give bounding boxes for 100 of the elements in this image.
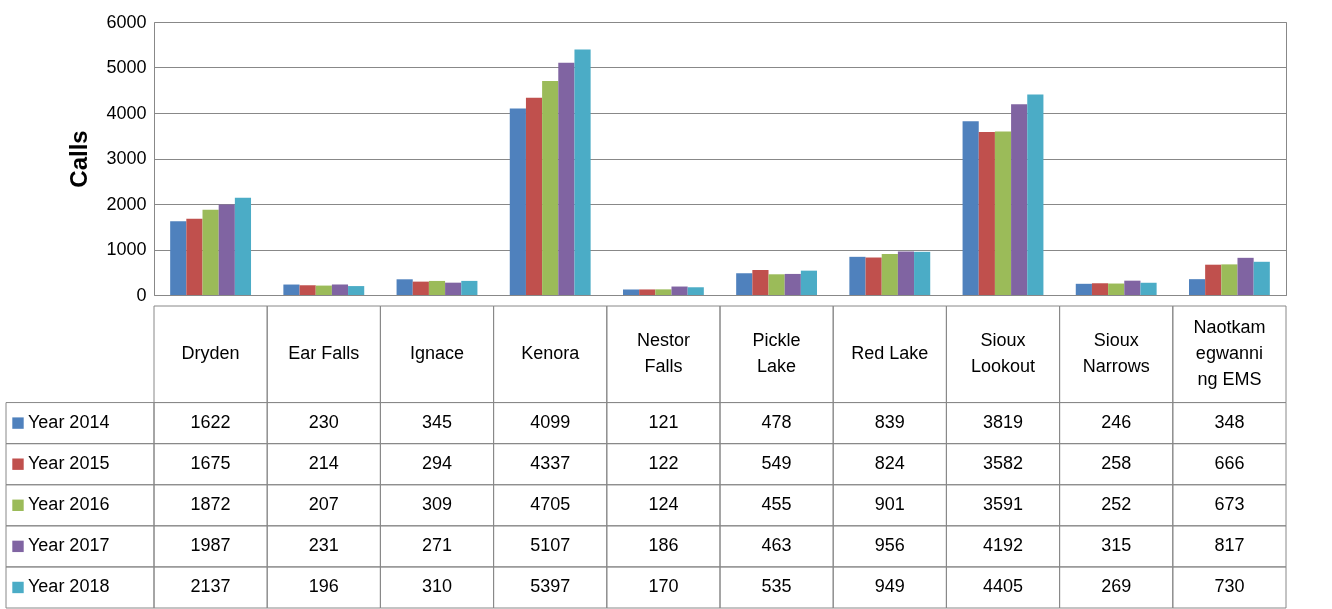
bar (962, 121, 979, 295)
bar (897, 251, 915, 295)
data-label: 4705 (530, 494, 571, 515)
data-label: 839 (874, 412, 905, 433)
data-label: 4337 (530, 453, 571, 474)
data-label: 196 (308, 576, 339, 597)
bar (978, 132, 995, 295)
data-label: 124 (648, 494, 679, 515)
bar (639, 289, 656, 295)
y-tick-label: 2000 (106, 193, 147, 214)
legend-label: Year 2018 (28, 576, 110, 597)
legend-label: Year 2015 (28, 453, 110, 474)
data-label: 4192 (982, 535, 1024, 556)
bar (1140, 282, 1157, 295)
bar (461, 280, 478, 295)
bar (622, 289, 640, 295)
bar (849, 256, 866, 295)
bar (428, 280, 446, 295)
bar (234, 197, 252, 295)
bar (1027, 94, 1044, 295)
bar (768, 274, 785, 295)
bar (655, 289, 672, 295)
data-label: 817 (1214, 535, 1245, 556)
data-label: 901 (874, 494, 905, 515)
bar (445, 282, 462, 295)
data-label: 271 (421, 535, 453, 556)
data-label: 2137 (190, 576, 231, 597)
bar (865, 257, 882, 295)
data-label: 3582 (982, 453, 1024, 474)
bar (784, 273, 801, 295)
bar (186, 218, 203, 295)
data-label: 214 (308, 453, 339, 474)
bar (881, 254, 898, 295)
x-tick-label: Nestor Falls (636, 330, 690, 377)
data-label: 170 (648, 576, 679, 597)
bar (994, 131, 1012, 295)
bar (315, 285, 332, 295)
data-label: 478 (761, 412, 792, 433)
data-label: 231 (308, 535, 339, 556)
x-tick-label: Naotkamegwanning EMS (1193, 317, 1266, 390)
bar (1237, 257, 1254, 295)
legend-label: Year 2014 (28, 412, 110, 433)
data-label: 535 (761, 576, 792, 597)
legend-label: Year 2016 (28, 494, 110, 515)
data-label: 4405 (982, 576, 1024, 597)
bar (1011, 104, 1028, 295)
bar (1091, 283, 1109, 295)
y-tick-label: 1000 (106, 239, 147, 259)
bar (558, 62, 575, 295)
x-tick-label: Pickle Lake (752, 330, 801, 377)
x-tick-label: Dryden (181, 343, 240, 364)
data-label: 673 (1214, 494, 1245, 515)
data-label: 956 (874, 535, 905, 556)
bar (1205, 264, 1222, 295)
bar (752, 270, 769, 295)
bar (412, 281, 429, 295)
data-label: 294 (421, 453, 453, 474)
data-label: 949 (874, 576, 905, 597)
bar (1188, 279, 1206, 295)
data-label: 121 (648, 412, 679, 433)
data-label: 824 (874, 453, 905, 474)
data-label: 310 (421, 576, 453, 597)
data-label: 3591 (982, 494, 1024, 515)
data-label: 122 (648, 453, 679, 474)
y-tick-label: 0 (136, 284, 147, 305)
bar (202, 209, 219, 295)
bar (1221, 264, 1238, 295)
bar (736, 273, 753, 295)
data-label: 1622 (190, 412, 231, 433)
data-label: 207 (308, 494, 339, 515)
data-label: 1987 (190, 535, 231, 556)
y-tick-label: 6000 (106, 11, 147, 32)
bar (671, 286, 688, 295)
data-label: 315 (1101, 535, 1132, 556)
legend-label: Year 2017 (28, 535, 110, 556)
x-tick-label: Kenora (521, 343, 581, 364)
data-label: 1675 (190, 453, 231, 474)
data-label: 230 (308, 412, 339, 433)
bar (1124, 280, 1141, 295)
bar (218, 204, 235, 295)
bar (348, 286, 365, 295)
x-tick-label: Ignace (409, 343, 465, 364)
x-tick-label: Sioux Narrows (1082, 330, 1150, 377)
x-tick-label: Sioux Lookout (970, 330, 1036, 377)
x-tick-label: Red Lake (851, 343, 929, 364)
data-label: 455 (761, 494, 792, 515)
data-label: 348 (1214, 412, 1245, 433)
data-label: 269 (1101, 576, 1132, 597)
data-label: 463 (761, 535, 792, 556)
data-label: 5107 (530, 535, 571, 556)
y-axis-title: Calls (65, 130, 93, 188)
y-tick-label: 5000 (106, 57, 147, 77)
data-label: 246 (1101, 412, 1132, 433)
bar (396, 279, 413, 295)
bar (914, 251, 931, 295)
y-tick-label: 3000 (106, 148, 147, 168)
data-label: 4099 (530, 412, 571, 433)
bar (1075, 283, 1092, 295)
data-label: 1872 (190, 494, 231, 515)
bar (525, 97, 543, 295)
